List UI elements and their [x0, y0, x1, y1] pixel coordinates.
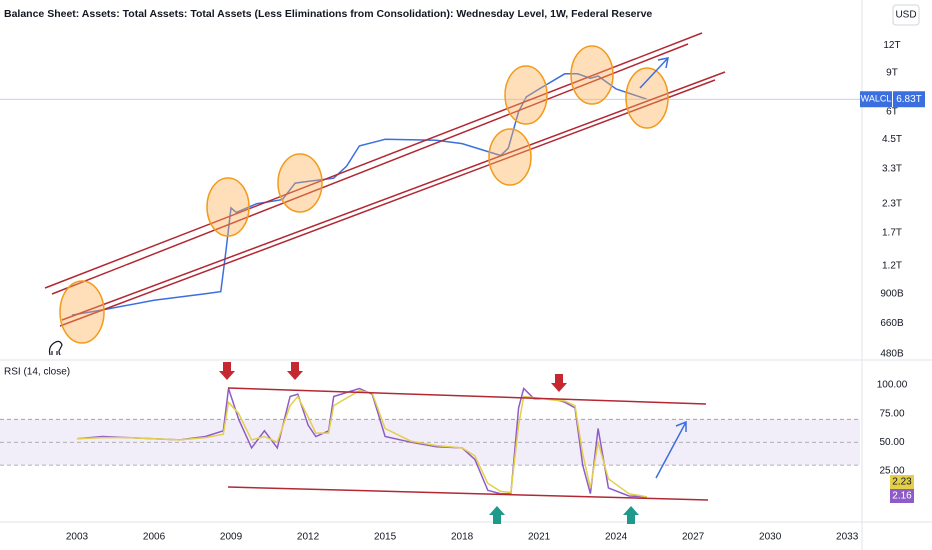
y-tick-label: 100.00: [877, 380, 908, 391]
y-tick-label: 4.5T: [882, 134, 902, 145]
rsi-trend-line: [227, 387, 707, 405]
x-tick-label: 2012: [297, 532, 320, 543]
x-tick-label: 2018: [451, 532, 474, 543]
value-badge: [890, 475, 914, 489]
highlight-circle: [206, 177, 250, 237]
highlight-circle: [277, 153, 323, 213]
y-tick-label: 3.3T: [882, 164, 902, 175]
arrow: [639, 57, 669, 89]
up-arrow: [623, 506, 639, 524]
highlight-circle: [488, 128, 532, 186]
y-tick-label: 1.7T: [882, 227, 902, 238]
logo: [48, 340, 63, 356]
y-tick-label: 6T: [886, 106, 898, 117]
y-tick-label: 480B: [880, 349, 904, 360]
value-badge-label: 2.16: [892, 491, 912, 502]
x-tick-label: 2027: [682, 532, 705, 543]
y-tick-label: 75.00: [879, 408, 904, 419]
highlight-circle: [504, 65, 548, 125]
y-tick-label: 660B: [880, 318, 904, 329]
price-label: 6.83T: [896, 94, 922, 105]
channel-line: [61, 71, 726, 321]
y-tick-label: 9T: [886, 67, 898, 78]
x-tick-label: 2033: [836, 532, 859, 543]
currency-button[interactable]: [892, 4, 920, 26]
x-tick-label: 2006: [143, 532, 166, 543]
down-arrow: [219, 362, 235, 380]
value-badge: [890, 489, 914, 503]
x-tick-label: 2009: [220, 532, 243, 543]
x-tick-label: 2030: [759, 532, 782, 543]
down-arrow: [287, 362, 303, 380]
x-tick-label: 2021: [528, 532, 551, 543]
arrow: [655, 420, 687, 479]
series-line: [76, 389, 648, 498]
rsi-title: RSI (14, close): [4, 367, 70, 378]
x-tick-label: 2003: [66, 532, 89, 543]
highlight-circle: [625, 67, 669, 129]
channel-line: [51, 43, 689, 295]
y-tick-label: 900B: [880, 288, 904, 299]
rsi-trend-line: [227, 486, 709, 501]
highlight-circle: [570, 45, 614, 105]
highlight-circle: [59, 280, 105, 344]
y-tick-label: 2.3T: [882, 198, 902, 209]
channel-line: [59, 79, 716, 327]
y-tick-label: 12T: [883, 40, 900, 51]
price-badge: [893, 91, 925, 108]
symbol-label: WALCL: [861, 94, 892, 104]
y-tick-label: 50.00: [879, 437, 904, 448]
value-badge-label: 2.23: [892, 477, 912, 488]
y-tick-label: 1.2T: [882, 261, 902, 272]
symbol-badge: [860, 91, 892, 108]
x-tick-label: 2015: [374, 532, 397, 543]
y-tick-label: 25.00: [879, 465, 904, 476]
up-arrow: [489, 506, 505, 524]
x-tick-label: 2024: [605, 532, 628, 543]
channel-line: [44, 32, 703, 289]
chart-title: Balance Sheet: Assets: Total Assets: Tot…: [4, 8, 652, 20]
series-line: [76, 387, 647, 498]
annotations: [44, 32, 726, 524]
down-arrow: [551, 374, 567, 392]
currency[interactable]: USD: [895, 10, 916, 21]
